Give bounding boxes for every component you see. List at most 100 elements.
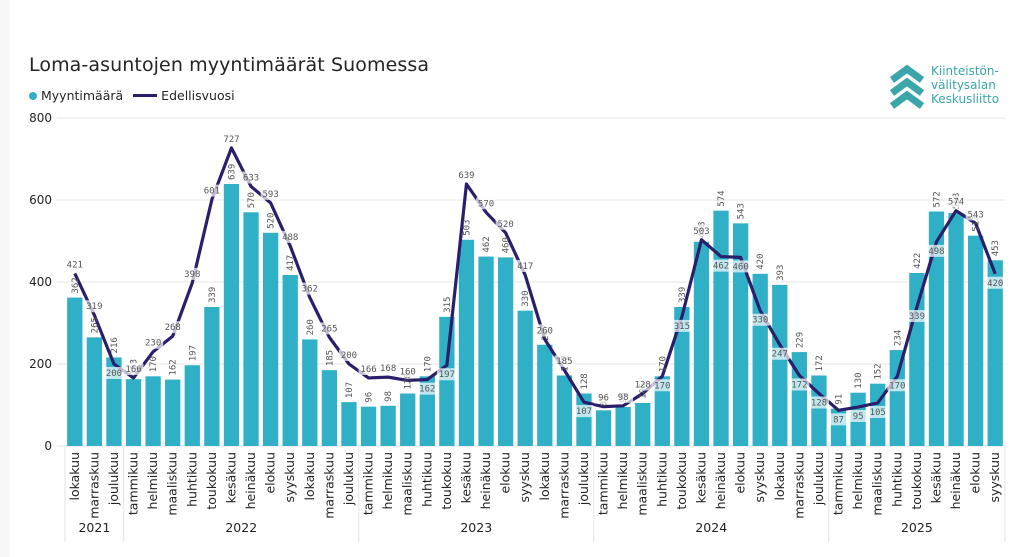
bar-data-label: 234	[893, 330, 903, 346]
bar-data-label: 330	[521, 290, 531, 306]
bar	[67, 297, 83, 446]
line-data-label-bg	[84, 300, 105, 313]
line-data-label-bg	[358, 362, 379, 375]
bar-data-label: 417	[286, 255, 296, 271]
bar	[909, 272, 925, 446]
x-month-label: elokuu	[968, 452, 983, 494]
x-month-label: toukokuu	[909, 452, 924, 510]
bar	[497, 257, 514, 446]
bar-data-label: 170	[423, 356, 433, 372]
legend-bar-label[interactable]: Myyntimäärä	[41, 88, 124, 103]
x-month-label: joulukuu	[341, 452, 356, 506]
bar-data-label: 420	[756, 254, 766, 270]
bar	[204, 307, 220, 446]
chevron-stack-icon	[889, 64, 925, 109]
x-month-label: joulukuu	[811, 452, 826, 506]
line-data-label-bg	[750, 313, 771, 326]
bar	[400, 393, 416, 446]
line-data-label: 170	[654, 381, 670, 391]
line-data-label: 98	[618, 393, 629, 403]
line-data-label: 315	[674, 322, 690, 332]
bar-data-label: 152	[874, 363, 884, 379]
line-data-label-bg	[691, 224, 712, 237]
line-data-label-bg	[123, 362, 144, 375]
x-month-label: huhtikuu	[419, 452, 434, 507]
line-data-label-bg	[319, 322, 340, 335]
line-data-label-bg	[241, 171, 262, 184]
x-year-label: 2021	[78, 520, 110, 535]
line-data-label-bg	[867, 405, 888, 418]
x-month-label: helmikuu	[380, 452, 395, 509]
bar-data-label: 520	[267, 213, 277, 229]
line-data-label: 362	[302, 285, 318, 295]
line-data-label: 727	[223, 135, 239, 145]
x-month-label: huhtikuu	[184, 452, 199, 507]
line-data-label: 95	[853, 412, 864, 422]
x-month-label: heinäkuu	[478, 452, 493, 509]
line-data-label: 633	[243, 173, 259, 183]
bar-data-label: 422	[913, 253, 923, 269]
bar-data-label: 574	[717, 190, 727, 206]
bar	[262, 232, 279, 446]
bar	[302, 339, 318, 446]
x-month-label: joulukuu	[106, 452, 121, 506]
x-month-label: maaliskuu	[400, 452, 415, 516]
x-month-label: helmikuu	[850, 452, 865, 509]
bar	[537, 344, 553, 446]
bar	[674, 307, 690, 446]
line-data-label-bg	[985, 276, 1006, 289]
bar-data-label: 513	[972, 215, 982, 231]
line-data-label-bg	[711, 259, 732, 272]
bar-data-label: 543	[737, 203, 747, 219]
x-month-label: toukokuu	[204, 452, 219, 510]
line-data-label: 421	[67, 260, 83, 270]
bar	[517, 310, 533, 446]
x-month-label: huhtikuu	[889, 452, 904, 507]
legend-bar-marker	[29, 91, 37, 100]
line-data-label-bg	[593, 391, 614, 404]
line-data-label-bg	[965, 208, 986, 221]
line-data-label: 265	[321, 324, 337, 334]
bar-data-label: 91	[835, 394, 845, 405]
line-data-label: 168	[380, 364, 396, 374]
bar-data-label: 105	[639, 383, 649, 399]
x-month-label: helmikuu	[145, 452, 160, 509]
x-year-label: 2022	[225, 520, 257, 535]
line-data-label-bg	[554, 355, 575, 368]
x-month-label: maaliskuu	[165, 452, 180, 516]
bar-data-label: 128	[580, 373, 590, 389]
bar	[125, 379, 142, 446]
line-data-label: 197	[439, 370, 455, 380]
logo-line-1: Kiinteistön-	[931, 64, 999, 78]
bar	[86, 337, 103, 446]
line-data-label: 160	[400, 367, 416, 377]
bar	[243, 212, 259, 446]
x-month-label: tammikuu	[831, 452, 846, 515]
x-month-label: helmikuu	[615, 452, 630, 509]
bar-data-label: 393	[776, 265, 786, 281]
x-month-label: syyskuu	[517, 452, 532, 503]
x-month-label: heinäkuu	[948, 452, 963, 509]
line-data-label: 172	[791, 380, 807, 390]
line-data-label: 185	[556, 357, 572, 367]
bar	[713, 210, 729, 446]
line-data-label-bg	[456, 169, 477, 182]
line-data-label: 319	[86, 302, 102, 312]
bar	[732, 223, 749, 446]
line-data-label-bg	[162, 321, 183, 334]
line-data-label: 128	[811, 399, 827, 409]
legend-line-label[interactable]: Edellisvuosi	[161, 88, 235, 103]
line-data-label-bg	[926, 244, 947, 257]
bar	[987, 260, 1003, 446]
x-month-label: elokuu	[733, 452, 748, 494]
x-month-label: elokuu	[498, 452, 513, 494]
line-data-label-bg	[260, 187, 281, 200]
x-month-label: tammikuu	[361, 452, 376, 515]
x-month-label: kesäkuu	[928, 452, 943, 503]
line-data-label: 543	[967, 210, 983, 220]
line-data-label-bg	[221, 132, 242, 145]
line-data-label: 162	[419, 385, 435, 395]
line-data-label-bg	[103, 367, 124, 379]
bar-data-label: 162	[169, 359, 179, 375]
bar	[772, 284, 788, 446]
